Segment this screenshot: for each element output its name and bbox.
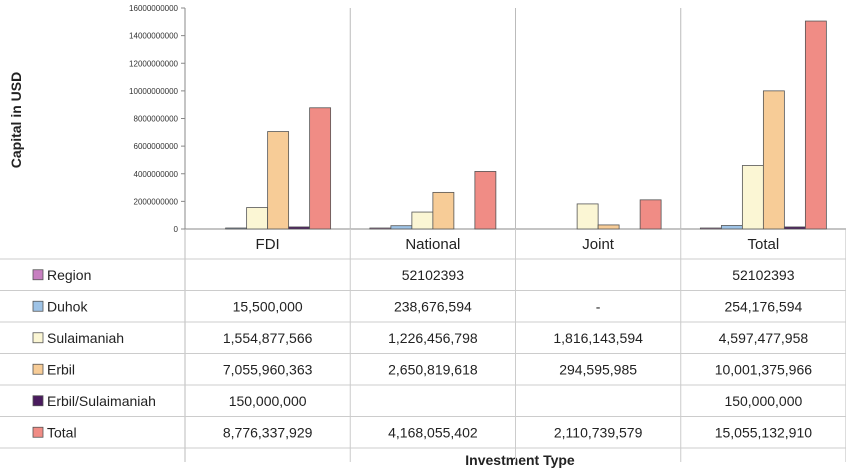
legend-swatch (32, 426, 44, 438)
table-cell: 238,676,594 (394, 298, 472, 314)
legend-label: Erbil/Sulaimaniah (47, 393, 156, 409)
bar-total (474, 171, 497, 230)
legend-swatch (32, 332, 44, 344)
bar-sulaimaniah (741, 165, 764, 230)
table-cell: 7,055,960,363 (223, 361, 313, 377)
y-tick-label: 6000000000 (134, 142, 179, 151)
category-label: FDI (256, 236, 280, 253)
table-cell: 294,595,985 (559, 361, 637, 377)
legend-swatch (32, 269, 44, 281)
category-label: Joint (582, 236, 615, 253)
legend-label: Total (47, 424, 77, 440)
bar-region (369, 227, 392, 230)
table-cell: 52102393 (732, 267, 795, 283)
y-tick-label: 0 (174, 225, 179, 234)
legend-label: Sulaimaniah (47, 330, 124, 346)
bar-duhok (720, 225, 743, 230)
y-tick-label: 16000000000 (129, 4, 178, 13)
y-tick-label: 12000000000 (129, 59, 178, 68)
bar-duhok (225, 227, 248, 230)
y-axis-title: Capital in USD (8, 72, 24, 168)
bar-sulaimaniah (411, 211, 434, 230)
table-cell: 4,597,477,958 (719, 330, 809, 346)
y-tick-label: 4000000000 (134, 170, 179, 179)
table-cell: 4,168,055,402 (388, 424, 478, 440)
table-cell: 2,650,819,618 (388, 361, 478, 377)
bar-erbil (597, 224, 620, 230)
table-cell: 150,000,000 (724, 393, 802, 409)
legend-swatch (32, 300, 44, 312)
y-tick-label: 8000000000 (134, 115, 179, 124)
x-axis-title: Investment Type (465, 452, 575, 468)
table-cell: 2,110,739,579 (554, 424, 643, 440)
table-cell: 1,554,877,566 (223, 330, 313, 346)
y-tick-label: 10000000000 (129, 87, 178, 96)
bar-erbil-sulaimaniah (783, 226, 806, 230)
bar-erbil (432, 191, 455, 230)
legend-swatch (32, 363, 44, 375)
legend-label: Region (47, 267, 91, 283)
bar-total (804, 20, 827, 230)
bar-total (639, 199, 662, 230)
table-cell: 8,776,337,929 (223, 424, 313, 440)
table-cell: 10,001,375,966 (715, 361, 813, 377)
table-cell: 15,055,132,910 (715, 424, 813, 440)
bar-erbil (762, 90, 785, 230)
bar-erbil (267, 131, 290, 230)
legend-swatch (32, 395, 44, 407)
bar-total (309, 107, 332, 230)
legend-label: Duhok (47, 298, 88, 314)
bar-duhok (390, 225, 413, 230)
y-tick-label: 14000000000 (129, 32, 178, 41)
table-cell: 254,176,594 (724, 298, 802, 314)
table-cell: 150,000,000 (229, 393, 307, 409)
table-cell: - (596, 298, 601, 314)
bar-erbil-sulaimaniah (288, 226, 311, 230)
bar-sulaimaniah (576, 203, 599, 230)
y-tick-label: 2000000000 (134, 197, 179, 206)
table-cell: 15,500,000 (233, 298, 303, 314)
bar-region (699, 227, 722, 230)
category-label: National (405, 236, 460, 253)
table-cell: 1,226,456,798 (388, 330, 478, 346)
category-label: Total (748, 236, 780, 253)
bar-sulaimaniah (246, 207, 269, 230)
table-cell: 1,816,143,594 (553, 330, 643, 346)
table-cell: 52102393 (402, 267, 465, 283)
legend-label: Erbil (47, 361, 75, 377)
